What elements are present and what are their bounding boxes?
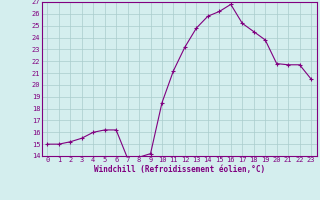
X-axis label: Windchill (Refroidissement éolien,°C): Windchill (Refroidissement éolien,°C) [94, 165, 265, 174]
